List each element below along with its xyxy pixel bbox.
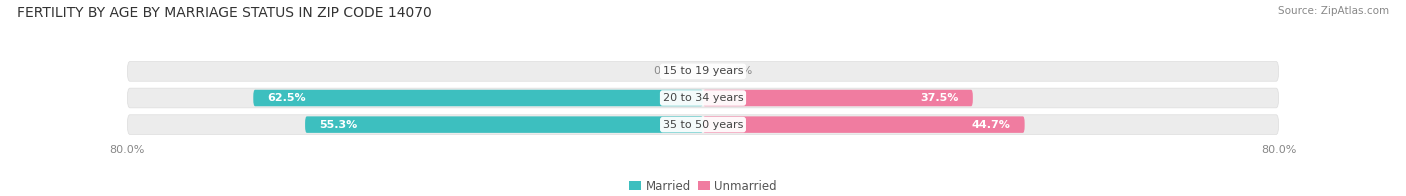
FancyBboxPatch shape [703,116,1025,133]
FancyBboxPatch shape [128,115,1278,134]
FancyBboxPatch shape [128,62,1278,81]
Text: FERTILITY BY AGE BY MARRIAGE STATUS IN ZIP CODE 14070: FERTILITY BY AGE BY MARRIAGE STATUS IN Z… [17,6,432,20]
Text: 35 to 50 years: 35 to 50 years [662,120,744,130]
Text: 20 to 34 years: 20 to 34 years [662,93,744,103]
FancyBboxPatch shape [253,90,703,106]
Text: 0.0%: 0.0% [654,66,682,76]
FancyBboxPatch shape [128,88,1278,108]
FancyBboxPatch shape [703,90,973,106]
Text: Source: ZipAtlas.com: Source: ZipAtlas.com [1278,6,1389,16]
Text: 62.5%: 62.5% [267,93,307,103]
FancyBboxPatch shape [305,116,703,133]
Text: 0.0%: 0.0% [724,66,752,76]
Text: 37.5%: 37.5% [920,93,959,103]
Text: 55.3%: 55.3% [319,120,357,130]
Text: 15 to 19 years: 15 to 19 years [662,66,744,76]
Text: 44.7%: 44.7% [972,120,1011,130]
Legend: Married, Unmarried: Married, Unmarried [624,175,782,196]
